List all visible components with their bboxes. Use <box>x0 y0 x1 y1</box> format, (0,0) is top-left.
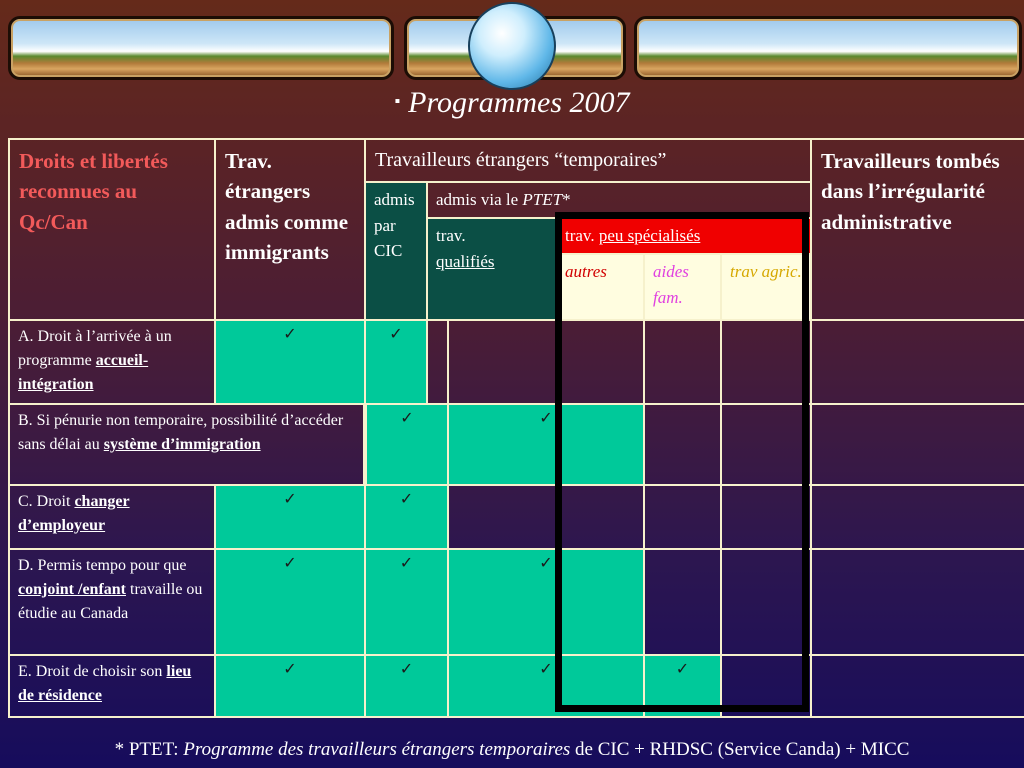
bullet-icon: ▪ <box>394 93 401 110</box>
row-e-check-autres: ✓ <box>643 653 722 719</box>
row-b-check-qualifies: ✓ <box>447 403 645 486</box>
row-d-check-immigrants: ✓ <box>214 547 366 656</box>
row-d-agric <box>810 547 1024 656</box>
slide-title: ▪ Programmes 2007 <box>0 86 1024 120</box>
footnote: * PTET: Programme des travailleurs étran… <box>0 739 1024 761</box>
footnote-em: Programme des travailleurs étrangers tem… <box>183 739 571 760</box>
row-a-qualifies <box>447 319 645 406</box>
row-a-cell <box>426 319 449 406</box>
banner-right <box>634 16 1022 80</box>
row-a-aides <box>719 319 813 406</box>
admis-ptet-em: PTET <box>522 190 563 210</box>
row-e-check-qualifies: ✓ <box>447 653 645 719</box>
qualifies-prefix: trav. <box>436 226 466 246</box>
row-c-qualifies <box>447 483 645 550</box>
admis-ptet-prefix: admis via le <box>436 190 523 210</box>
banner-left <box>8 16 394 80</box>
header-agric: trav agric. <box>719 253 813 322</box>
row-c-check-cic: ✓ <box>364 483 449 550</box>
header-autres: autres <box>555 253 645 322</box>
row-a-autres <box>643 319 722 406</box>
row-a-label: A. Droit à l’arrivée à un programme accu… <box>8 319 216 406</box>
title-text: Programmes 2007 <box>408 86 630 119</box>
footnote-suffix: de CIC + RHDSC (Service Canda) + MICC <box>570 739 910 760</box>
globe-icon <box>468 2 556 90</box>
peu-link: peu spécialisés <box>598 226 701 246</box>
peu-prefix: trav. <box>565 226 599 246</box>
row-b-agric <box>810 403 1024 486</box>
row-e-aides <box>719 653 813 719</box>
header-admis-cic: admis par CIC <box>364 181 428 322</box>
row-e-label: E. Droit de choisir son lieu de résidenc… <box>8 653 216 719</box>
header-immigrants: Trav. étrangers admis comme immigrants <box>214 137 366 322</box>
header-irregulier: Travailleurs tombés dans l’irrégularité … <box>810 137 1024 322</box>
row-c-check-immigrants: ✓ <box>214 483 366 550</box>
admis-ptet-suffix: * <box>562 190 571 210</box>
row-a-agric <box>810 319 1024 406</box>
footnote-prefix: * PTET: <box>114 739 184 760</box>
row-e-agric <box>810 653 1024 719</box>
row-c-autres <box>643 483 722 550</box>
row-c-label: C. Droit changer d’employeur <box>8 483 216 550</box>
header-peu-specialises: trav. peu spécialisés <box>554 217 813 256</box>
header-admis-ptet: admis via le PTET* <box>425 181 813 220</box>
header-temporaires: Travailleurs étrangers “temporaires” <box>363 137 813 184</box>
row-e-check-cic: ✓ <box>364 653 449 719</box>
row-d-check-cic: ✓ <box>364 547 449 656</box>
row-b-label: B. Si pénurie non temporaire, possibilit… <box>8 403 367 486</box>
row-e-check-immigrants: ✓ <box>214 653 366 719</box>
row-b-aides <box>719 403 813 486</box>
row-b-autres <box>643 403 722 486</box>
header-qualifies: trav. qualifiés <box>426 217 557 322</box>
rights-table: Droits et libertés reconnues au Qc/Can T… <box>8 137 1024 719</box>
row-c-aides <box>719 483 813 550</box>
row-d-aides <box>719 547 813 656</box>
row-b-check-cic: ✓ <box>364 403 449 486</box>
header-rights: Droits et libertés reconnues au Qc/Can <box>8 137 216 322</box>
header-aides: aides fam. <box>643 253 722 322</box>
row-d-label: D. Permis tempo pour que conjoint /enfan… <box>8 547 216 656</box>
qualifies-link: qualifiés <box>436 251 495 271</box>
row-a-check-immigrants: ✓ <box>214 319 366 406</box>
row-d-check-qualifies: ✓ <box>447 547 645 656</box>
row-c-agric <box>810 483 1024 550</box>
row-a-check-cic: ✓ <box>364 319 428 406</box>
row-d-autres <box>643 547 722 656</box>
